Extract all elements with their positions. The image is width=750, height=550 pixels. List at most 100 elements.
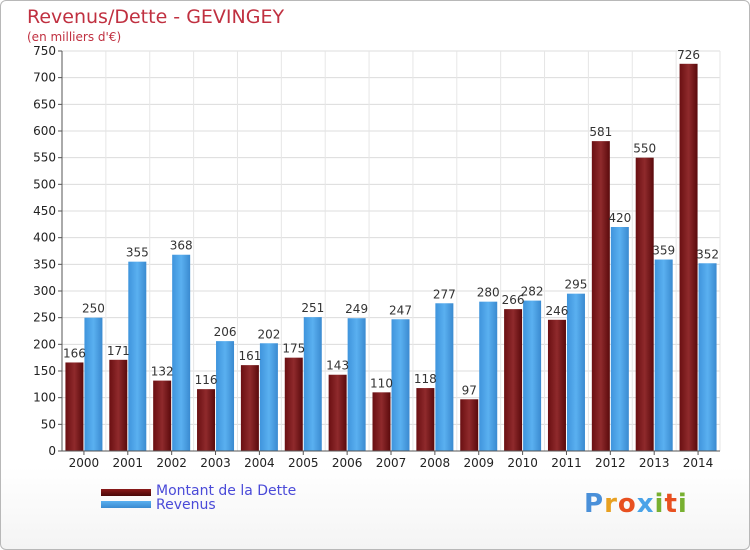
bar-revenus: [84, 317, 103, 451]
data-label-revenus: 352: [696, 247, 719, 261]
x-tick-label: 2008: [420, 456, 451, 470]
logo-letter: i: [677, 489, 688, 519]
chart-title: Revenus/Dette - GEVINGEY: [27, 6, 285, 28]
bar-revenus: [347, 318, 366, 451]
data-label-debt: 97: [462, 383, 477, 397]
y-tick-label: 350: [33, 257, 56, 271]
logo-letter: o: [617, 489, 637, 519]
chart-subtitle: (en milliers d'€): [27, 30, 122, 44]
bar-debt: [679, 63, 698, 452]
bar-debt: [109, 359, 128, 451]
x-tick-label: 2013: [639, 456, 670, 470]
x-tick-label: 2006: [332, 456, 363, 470]
data-label-debt: 175: [282, 342, 305, 356]
x-tick-label: 2014: [683, 456, 714, 470]
bar-debt: [372, 392, 391, 451]
y-tick-label: 750: [33, 44, 56, 58]
x-tick-label: 2004: [244, 456, 275, 470]
bar-revenus: [172, 254, 191, 451]
data-label-revenus: 359: [652, 244, 675, 258]
data-label-debt: 118: [414, 372, 437, 386]
x-tick-label: 2005: [288, 456, 319, 470]
proxiti-logo: Proxiti: [584, 489, 688, 519]
y-tick-label: 0: [48, 444, 56, 458]
data-label-debt: 581: [589, 125, 612, 139]
x-tick-label: 2010: [507, 456, 538, 470]
data-label-debt: 550: [633, 142, 656, 156]
bar-debt: [504, 309, 523, 451]
bar-revenus: [128, 261, 147, 451]
bar-debt: [460, 399, 479, 451]
data-label-revenus: 420: [608, 211, 631, 225]
data-label-debt: 266: [502, 293, 525, 307]
bar-debt: [153, 380, 172, 451]
bar-debt: [591, 141, 610, 451]
y-tick-label: 400: [33, 231, 56, 245]
logo-letter: i: [654, 489, 665, 519]
data-label-revenus: 355: [126, 246, 149, 260]
bar-revenus: [435, 303, 454, 451]
y-tick-label: 200: [33, 337, 56, 351]
y-tick-label: 50: [41, 417, 56, 431]
data-label-debt: 110: [370, 376, 393, 390]
logo-letter: r: [604, 489, 618, 519]
x-tick-label: 2007: [376, 456, 407, 470]
logo-letter: P: [584, 489, 605, 519]
data-label-debt: 161: [238, 349, 261, 363]
y-tick-label: 450: [33, 204, 56, 218]
x-tick-label: 2002: [156, 456, 187, 470]
x-tick-label: 2001: [113, 456, 144, 470]
bar-revenus: [259, 343, 278, 451]
x-tick-label: 2012: [595, 456, 626, 470]
legend-swatch-revenus: [101, 501, 151, 508]
data-label-debt: 246: [546, 304, 569, 318]
data-label-revenus: 206: [214, 325, 237, 339]
data-label-debt: 166: [63, 346, 86, 360]
bar-revenus: [216, 341, 235, 451]
bar-revenus: [610, 227, 629, 451]
data-label-revenus: 247: [389, 303, 412, 317]
y-tick-label: 150: [33, 364, 56, 378]
data-label-revenus: 280: [477, 286, 500, 300]
data-label-revenus: 250: [82, 302, 105, 316]
y-tick-label: 500: [33, 177, 56, 191]
bar-revenus: [523, 300, 542, 451]
y-tick-label: 100: [33, 391, 56, 405]
data-label-revenus: 368: [170, 239, 193, 253]
data-label-debt: 726: [677, 48, 700, 62]
y-tick-label: 650: [33, 97, 56, 111]
legend-swatch-debt: [101, 489, 151, 496]
bar-revenus: [479, 301, 498, 451]
legend-label-revenus: Revenus: [156, 497, 216, 513]
bar-debt: [416, 388, 435, 451]
logo-letter: t: [664, 489, 678, 519]
bar-debt: [65, 362, 84, 451]
bar-revenus: [698, 263, 717, 451]
data-label-debt: 143: [326, 359, 349, 373]
bar-debt: [547, 319, 566, 451]
y-tick-label: 600: [33, 124, 56, 138]
bar-revenus: [654, 259, 673, 451]
data-label-revenus: 295: [565, 278, 588, 292]
data-label-revenus: 249: [345, 302, 368, 316]
bar-debt: [635, 157, 654, 451]
bar-debt: [328, 374, 347, 451]
y-tick-label: 250: [33, 311, 56, 325]
bar-revenus: [303, 317, 322, 451]
bar-revenus: [566, 293, 585, 451]
logo-letter: x: [636, 489, 655, 519]
data-label-debt: 132: [151, 365, 174, 379]
x-tick-label: 2009: [463, 456, 494, 470]
x-tick-label: 2000: [69, 456, 100, 470]
data-label-revenus: 251: [301, 301, 324, 315]
y-tick-label: 700: [33, 71, 56, 85]
data-label-revenus: 277: [433, 287, 456, 301]
legend-label-debt: Montant de la Dette: [156, 483, 297, 499]
bar-debt: [284, 357, 303, 451]
bar-debt: [240, 365, 259, 451]
y-tick-label: 300: [33, 284, 56, 298]
x-tick-label: 2003: [200, 456, 231, 470]
data-label-debt: 171: [107, 344, 130, 358]
